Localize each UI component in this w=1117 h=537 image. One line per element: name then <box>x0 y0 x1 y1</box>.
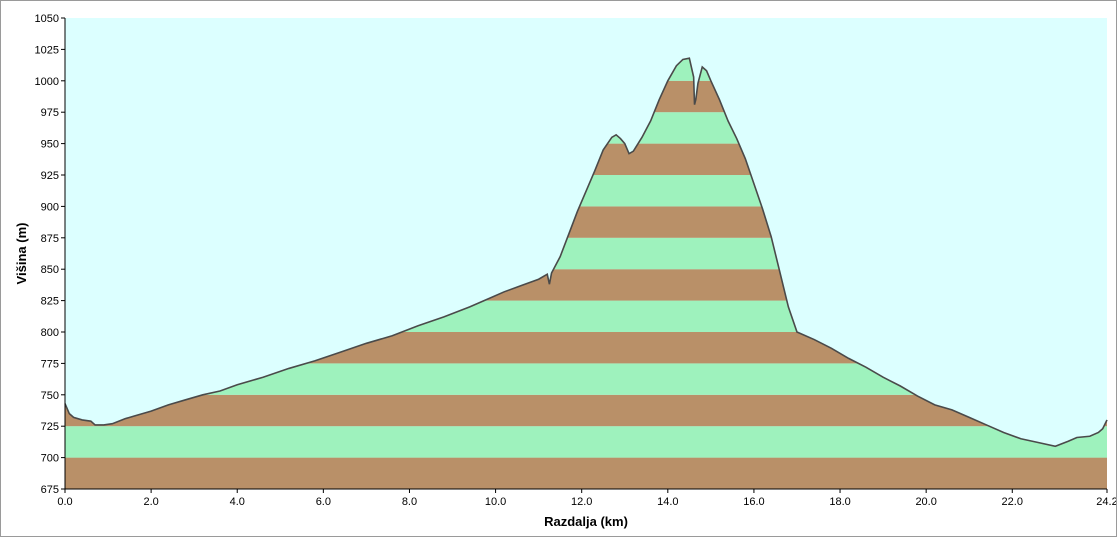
x-tick-label: 2.0 <box>143 496 158 508</box>
y-axis-title: Višina (m) <box>14 223 29 285</box>
elevation-band <box>65 426 1107 458</box>
x-axis-title: Razdalja (km) <box>544 514 628 529</box>
y-tick-label: 675 <box>41 484 59 496</box>
y-tick-label: 800 <box>41 327 59 339</box>
y-tick-label: 975 <box>41 107 59 119</box>
x-tick-label: 10.0 <box>485 496 506 508</box>
x-tick-label: 0.0 <box>57 496 72 508</box>
y-tick-label: 850 <box>41 264 59 276</box>
x-tick-label: 18.0 <box>829 496 850 508</box>
x-tick-label: 4.0 <box>230 496 245 508</box>
y-tick-label: 775 <box>41 358 59 370</box>
y-tick-label: 725 <box>41 421 59 433</box>
x-tick-label: 24.2 <box>1096 496 1116 508</box>
elevation-band <box>65 457 1107 489</box>
x-tick-label: 12.0 <box>571 496 592 508</box>
y-tick-label: 875 <box>41 233 59 245</box>
y-tick-label: 950 <box>41 139 59 151</box>
x-tick-label: 14.0 <box>657 496 678 508</box>
x-tick-label: 6.0 <box>316 496 331 508</box>
x-tick-label: 8.0 <box>402 496 417 508</box>
x-tick-label: 16.0 <box>743 496 764 508</box>
y-tick-label: 1025 <box>35 44 59 56</box>
y-tick-label: 925 <box>41 170 59 182</box>
y-tick-label: 700 <box>41 453 59 465</box>
elevation-line <box>64 57 1108 448</box>
y-tick-label: 1050 <box>35 13 59 25</box>
y-tick-label: 900 <box>41 201 59 213</box>
x-tick-label: 20.0 <box>915 496 936 508</box>
y-tick-label: 825 <box>41 296 59 308</box>
x-tick-label: 22.0 <box>1002 496 1023 508</box>
y-tick-label: 750 <box>41 390 59 402</box>
y-tick-label: 1000 <box>35 76 59 88</box>
